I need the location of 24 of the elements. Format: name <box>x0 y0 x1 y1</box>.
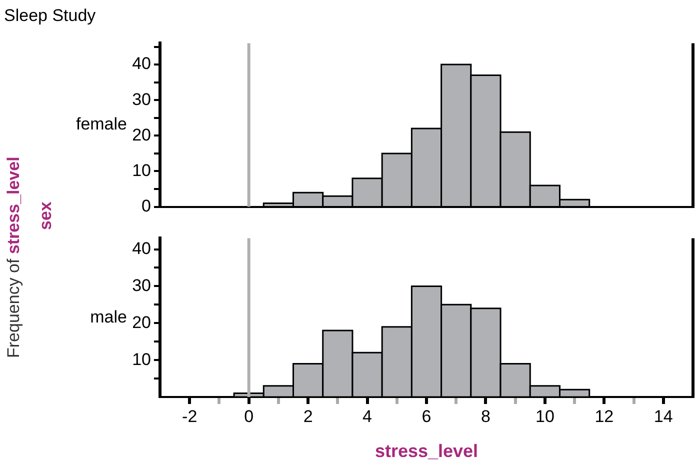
y-tick-label: 40 <box>132 54 151 74</box>
y-axis-title: female <box>76 114 127 134</box>
x-tick-label: 2 <box>303 406 313 426</box>
text: Frequency of stress_level <box>4 156 23 358</box>
x-tick-label: 14 <box>654 406 673 426</box>
y-tick-label: 40 <box>132 238 151 258</box>
y-tick-label: 10 <box>132 350 151 369</box>
y-tick-label: 30 <box>132 90 151 109</box>
y-tick-label: 20 <box>132 312 151 332</box>
y-tick-label: 30 <box>132 276 151 295</box>
y-tick-label: 10 <box>132 160 151 180</box>
x-tick-label: 4 <box>362 406 372 426</box>
text: sex <box>36 202 56 230</box>
x-tick-label: 0 <box>244 406 254 426</box>
y-tick-label: 20 <box>132 125 151 144</box>
x-tick-label: -2 <box>182 406 198 426</box>
x-tick-label: 6 <box>422 406 432 426</box>
x-tick-label: 10 <box>535 406 554 426</box>
x-tick-label: 12 <box>594 406 614 426</box>
x-tick-label: 8 <box>480 406 490 426</box>
y-tick-label: 0 <box>142 196 151 216</box>
chart-title: Sleep Study <box>4 6 96 26</box>
x-axis-title: stress_level <box>374 441 478 462</box>
y-axis-title: male <box>90 307 127 326</box>
